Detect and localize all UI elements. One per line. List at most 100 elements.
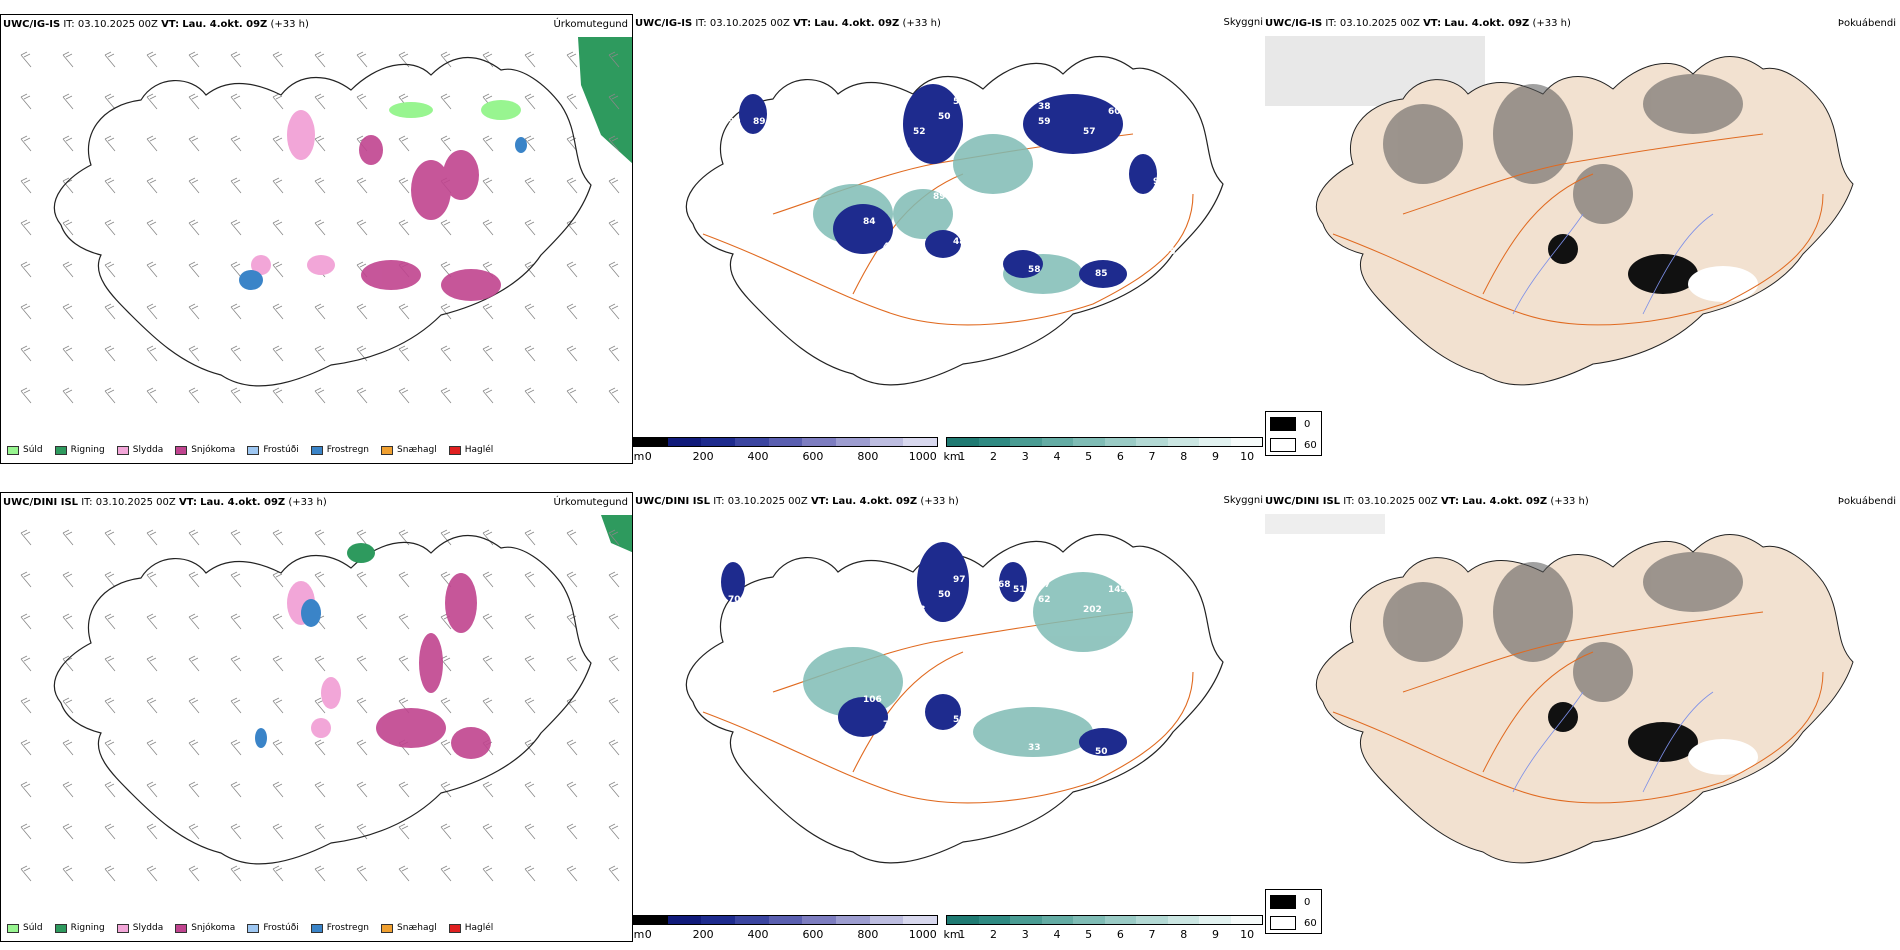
colorbar-tick: 600 [802, 450, 824, 463]
cloudbase-value-label: 96 [1153, 177, 1166, 187]
cloudbase-value-label: 70 [1038, 665, 1051, 675]
cloudbase-value-label: 38 [1038, 102, 1051, 112]
colorbar-tick: 4 [1053, 928, 1061, 941]
colorbar-tick: 1 [958, 450, 966, 463]
cloudbase-value-label: 18 [1043, 645, 1056, 655]
panel-type-label: Þokuábendi [1837, 18, 1896, 29]
legend-swatch [54, 923, 67, 933]
cloudbase-value-label: 58 [1028, 265, 1041, 275]
legend-label: Frostregn [326, 923, 370, 933]
cloudbase-value-label: 65 [1163, 157, 1176, 167]
precip-type-map-panel: UWC/IG-IS IT: 03.10.2025 00Z VT: Lau. 4.… [0, 14, 633, 464]
panel-type-label: Skyggni [1223, 495, 1263, 506]
precip-type-map [20, 37, 632, 404]
legend-swatch [175, 923, 188, 933]
legend-label: Haglél [464, 923, 494, 933]
legend-item: Frostúði [247, 445, 299, 455]
cloudbase-value-label: 60 [1108, 107, 1121, 117]
colorbar-tick: 6 [1116, 928, 1124, 941]
cloudbase-value-label: 43 [913, 605, 926, 615]
colorbar-tick: 7 [1148, 928, 1156, 941]
legend-item: Slydda [116, 445, 163, 455]
map-header: UWC/DINI ISL IT: 03.10.2025 00Z VT: Lau.… [1265, 496, 1589, 507]
legend-label: Súld [23, 923, 43, 933]
legend-item: Súld [7, 445, 43, 455]
cloudbase-value-label: 39 [1133, 147, 1146, 157]
colorbar-tick: 800 [857, 928, 879, 941]
cloudbase-value-label: 59 [1038, 117, 1051, 127]
colorbar-tick: 400 [747, 450, 769, 463]
colorbar-tick: 2 [990, 450, 998, 463]
legend-label: Slydda [132, 923, 164, 933]
wind-barbs [20, 529, 620, 882]
cloudbase-value-label: 50 [938, 112, 951, 122]
colorbar-tick: 800 [857, 450, 879, 463]
visibility-colorbar: km 1 2 3 4 5 6 7 8 9 10 [943, 915, 1263, 942]
cloudbase-value-label: 99 [1153, 655, 1166, 665]
cloudbase-value-label: 78 [833, 745, 846, 755]
panel-type-label: Þokuábendi [1837, 496, 1896, 507]
legend-item: Haglél [448, 923, 494, 933]
fog-indicator-map [1265, 36, 1854, 386]
precip-type-map [20, 515, 632, 882]
cloudbase-value-label: 72 [1038, 187, 1051, 197]
legend-item: Rigning [54, 923, 105, 933]
cloudbase-value-label: 149 [1108, 585, 1127, 595]
legend-item: Frostúði [247, 923, 299, 933]
panel-type-label: Úrkomutegund [553, 19, 628, 30]
legend-swatch [54, 445, 67, 455]
legend-label: Snæhagl [397, 445, 437, 455]
cloudbase-value-label: 33 [1028, 743, 1041, 753]
colorbar-tick: 1000 [908, 450, 937, 463]
colorbar-tick: 1 [958, 928, 966, 941]
cloudbase-value-label: 75 [883, 720, 896, 730]
map-header: UWC/DINI ISL IT: 03.10.2025 00Z VT: Lau.… [635, 496, 959, 507]
cloudbase-map-panel: 45 70 34 58 43 50 97 153 68 51 47 62 86 202 149 120 391 9… [633, 492, 1263, 942]
legend-item: Snæhagl [381, 923, 437, 933]
colorbar-unit: m [633, 928, 645, 941]
wind-barbs [20, 51, 620, 404]
cloudbase-map-panel: 54 90 89 46 52 50 56 52 41 50 38 59 73 57 60 39 65 96 84 46… [633, 14, 1263, 464]
cloudbase-value-label: 46 [898, 147, 911, 157]
legend-swatch [116, 445, 129, 455]
legend-swatch [448, 445, 461, 455]
cloudbase-value-label: 58 [898, 625, 911, 635]
colorbar-unit: km [943, 928, 961, 941]
legend-label: Frostúði [263, 923, 299, 933]
precip-legend: Súld Rigning Slydda Snjókoma Frostúði Frostre… [7, 445, 505, 455]
map-header: UWC/IG-IS IT: 03.10.2025 00Z VT: Lau. 4.… [3, 19, 309, 30]
colorbar-unit: km [943, 450, 961, 463]
cloudbase-value-label: 136 [1028, 690, 1047, 700]
cloudbase-value-label: 111 [928, 645, 947, 655]
fog-map-panel: UWC/DINI ISL IT: 03.10.2025 00Z VT: Lau.… [1263, 492, 1900, 942]
colorbar-tick: 7 [1148, 450, 1156, 463]
colorbar-tick: 10 [1240, 928, 1255, 941]
cloudbase-value-label: 70 [728, 595, 741, 605]
precip-legend: Súld Rigning Slydda Snjókoma Frostúði Frostre… [7, 923, 505, 933]
cloudbase-value-label: 50 [1013, 107, 1026, 117]
legend-item: Súld [7, 923, 43, 933]
colorbar-tick: 5 [1085, 928, 1093, 941]
cloudbase-value-label: 45 [733, 555, 746, 565]
legend-label: Súld [23, 445, 43, 455]
cloudbase-value-label: 120 [1133, 625, 1152, 635]
legend-label: Frostregn [326, 445, 370, 455]
cloudbase-value-label: 68 [998, 580, 1011, 590]
cloudbase-value-label: 90 [728, 117, 741, 127]
legend-label: Haglél [464, 445, 494, 455]
cloudbase-value-label: 97 [953, 575, 966, 585]
legend-swatch [7, 445, 19, 455]
cloudbase-value-label: 86 [1088, 565, 1101, 575]
legend-swatch [381, 445, 394, 455]
fog-legend: 0 60 [1265, 411, 1322, 456]
cloudbase-value-label: 52 [973, 117, 986, 127]
legend-label: Snjókoma [191, 923, 236, 933]
legend-swatch [448, 923, 461, 933]
fog-map-panel: UWC/IG-IS IT: 03.10.2025 00Z VT: Lau. 4.… [1263, 14, 1900, 464]
cloudbase-value-label: 57 [1028, 212, 1041, 222]
cloudbase-value-label: 59 [953, 715, 966, 725]
cloudbase-value-label: 52 [913, 127, 926, 137]
